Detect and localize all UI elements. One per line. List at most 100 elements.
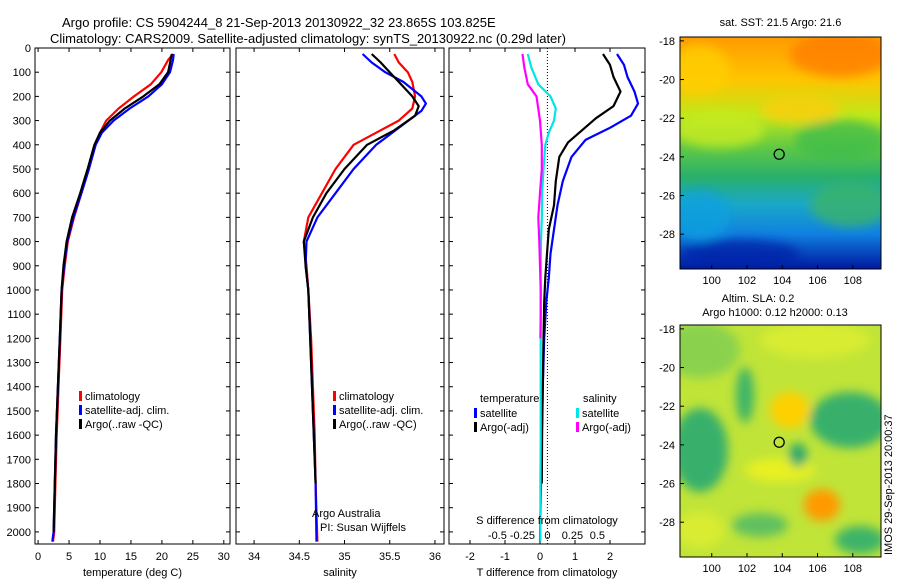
imos-timestamp-text: IMOS 29-Sep-2013 20:00:37 <box>883 414 895 555</box>
sla-map-title-line1: Altim. SLA: 0.2 <box>722 293 795 305</box>
y-tick-label: 1300 <box>7 358 31 370</box>
x-tick-label: 36 <box>429 551 441 563</box>
secondary-tick-label: 0.25 <box>562 530 583 542</box>
x-tick-label: 15 <box>125 551 137 563</box>
map-axes: 100 102 104 106 108 -18 -20 -22 -24 -26 -28 sat. SS… <box>659 17 862 575</box>
annotation-pi-name: PI: Susan Wijffels <box>320 522 406 534</box>
y-tick-label: 500 <box>13 164 31 176</box>
map-lat-label: -22 <box>659 113 675 125</box>
x-tick-label: 1 <box>572 551 578 563</box>
x-tick-label: -1 <box>500 551 510 563</box>
legend-entry: climatology <box>339 391 395 403</box>
legend-entry: satellite-adj. clim. <box>85 405 169 417</box>
series-line-argo-raw-qc- <box>52 53 173 532</box>
x-axis-label: temperature (deg C) <box>83 567 182 579</box>
y-tick-label: 1500 <box>7 406 31 418</box>
map-lat-label: -20 <box>659 75 675 87</box>
map-lat-label: -26 <box>659 191 675 203</box>
x-tick-label: 34.5 <box>289 551 310 563</box>
legend-entry: satellite <box>480 408 517 420</box>
legend-entry: satellite <box>582 408 619 420</box>
map-lon-label: 102 <box>738 563 756 575</box>
legend-entry: climatology <box>85 391 141 403</box>
sla-map <box>679 324 882 558</box>
y-tick-label: 300 <box>13 116 31 128</box>
map-lat-label: -26 <box>659 479 675 491</box>
x-tick-label: 10 <box>94 551 106 563</box>
x-tick-label: 35 <box>338 551 350 563</box>
y-tick-label: 1200 <box>7 333 31 345</box>
figure-title-line1: Argo profile: CS 5904244_8 21-Sep-2013 2… <box>62 15 496 30</box>
imos-timestamp: IMOS 29-Sep-2013 20:00:37 <box>883 414 895 555</box>
map-lon-label: 106 <box>808 275 826 287</box>
series-line-argo-adj- <box>540 53 622 484</box>
annotation-argo-australia: Argo Australia <box>312 508 381 520</box>
legend-swatch <box>333 405 336 415</box>
map-lat-label: -20 <box>659 363 675 375</box>
argo-float-marker <box>773 436 785 448</box>
y-tick-label: 800 <box>13 237 31 249</box>
map-lon-label: 104 <box>773 275 791 287</box>
legend-entry: Argo(-adj) <box>582 422 631 434</box>
x-tick-label: -2 <box>465 551 475 563</box>
legend-swatch <box>79 419 82 429</box>
legend-swatch <box>333 419 336 429</box>
legend-swatch <box>474 422 477 432</box>
secondary-tick-label: -0.25 <box>510 530 535 542</box>
map-lat-label: -24 <box>659 152 675 164</box>
map-lon-label: 104 <box>773 563 791 575</box>
secondary-tick-label: 0 <box>544 530 550 542</box>
map-lon-label: 102 <box>738 275 756 287</box>
map-lat-label: -28 <box>659 229 675 241</box>
sst-map-frame <box>679 36 882 270</box>
salinity-plot-frame <box>235 47 445 545</box>
legend-swatch <box>474 408 477 418</box>
map-lat-label: -18 <box>659 36 675 48</box>
x-tick-label: 0 <box>537 551 543 563</box>
map-lon-label: 108 <box>844 563 862 575</box>
sla-map-title-line2: Argo h1000: 0.12 h2000: 0.13 <box>702 307 848 319</box>
legend-swatch <box>576 422 579 432</box>
salinity-panel: 34 34.5 35 35.5 36 salinity climatology satelli… <box>236 47 444 579</box>
legend-entry: Argo(-adj) <box>480 422 529 434</box>
x-tick-label: 2 <box>607 551 613 563</box>
legend-swatch <box>576 408 579 418</box>
sst-map <box>679 36 882 270</box>
legend-swatch <box>79 405 82 415</box>
secondary-axis-label: S difference from climatology <box>476 515 618 527</box>
map-lon-label: 108 <box>844 275 862 287</box>
x-axis-label: T difference from climatology <box>477 567 618 579</box>
y-tick-label: 1000 <box>7 285 31 297</box>
y-tick-label: 200 <box>13 91 31 103</box>
series-line-satellite <box>526 53 557 542</box>
map-lat-label: -28 <box>659 517 675 529</box>
y-tick-label: 1400 <box>7 382 31 394</box>
y-tick-label: 100 <box>13 67 31 79</box>
legend-entry: Argo(..raw -QC) <box>85 419 163 431</box>
map-lat-label: -24 <box>659 440 675 452</box>
legend-swatch <box>333 391 336 401</box>
map-lat-label: -18 <box>659 324 675 336</box>
legend-title-temperature: temperature <box>480 393 539 405</box>
y-tick-label: 1100 <box>7 309 31 321</box>
legend-entry: Argo(..raw -QC) <box>339 419 417 431</box>
y-tick-label: 700 <box>13 212 31 224</box>
x-tick-label: 34 <box>248 551 260 563</box>
y-tick-label: 400 <box>13 140 31 152</box>
x-tick-label: 35.5 <box>379 551 400 563</box>
y-tick-label: 1900 <box>7 503 31 515</box>
map-lon-label: 100 <box>703 563 721 575</box>
sst-map-title: sat. SST: 21.5 Argo: 21.6 <box>720 17 842 29</box>
sla-map-frame <box>679 324 882 558</box>
map-lon-label: 106 <box>808 563 826 575</box>
x-tick-label: 25 <box>187 551 199 563</box>
temperature-plot-frame <box>34 47 231 545</box>
y-tick-label: 1800 <box>7 479 31 491</box>
y-tick-label: 0 <box>25 43 31 55</box>
series-line-argo-adj- <box>521 53 543 339</box>
x-tick-label: 0 <box>35 551 41 563</box>
secondary-tick-label: -0.5 <box>488 530 507 542</box>
legend-entry: satellite-adj. clim. <box>339 405 423 417</box>
map-lon-label: 100 <box>703 275 721 287</box>
